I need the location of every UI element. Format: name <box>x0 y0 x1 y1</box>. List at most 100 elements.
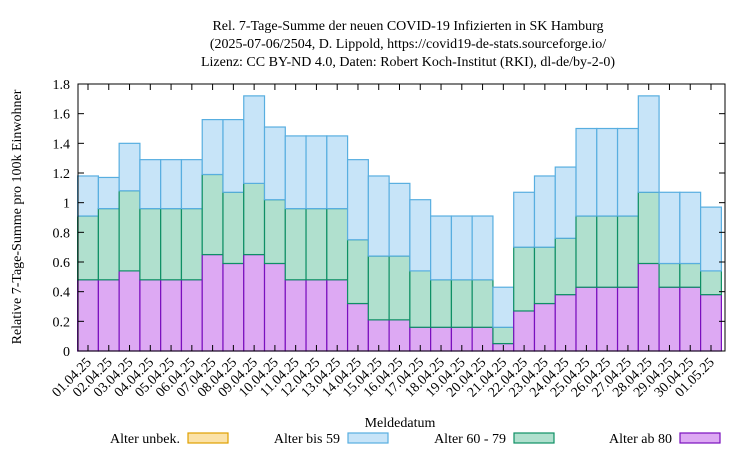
bar-alter-60-79-18 <box>450 279 473 328</box>
bar-alter-60-79-6 <box>201 173 224 256</box>
plot-frame <box>77 83 726 352</box>
y-tick-label-0: 0 <box>63 345 70 360</box>
bar-alter-60-79-29 <box>679 262 702 288</box>
axes-group <box>77 83 726 352</box>
bar-alter-bis-59-26 <box>616 127 639 217</box>
bar-alter-ab-80-26 <box>616 286 639 352</box>
bar-alter-60-79-16 <box>409 270 432 328</box>
legend-swatch-alter-bis-59 <box>347 432 389 444</box>
y-tick-label-6: 1.2 <box>53 167 71 182</box>
y-axis-label: Relative 7-Tage-Summe pro 100k Einwohner <box>10 89 25 344</box>
bar-alter-60-79-20 <box>492 326 515 345</box>
bar-alter-bis-59-28 <box>658 191 681 265</box>
bar-alter-bis-59-8 <box>243 95 266 184</box>
legend-swatch-alter-ab-80 <box>679 432 721 444</box>
bar-alter-bis-59-9 <box>263 126 286 201</box>
bar-alter-bis-59-29 <box>679 191 702 265</box>
bar-alter-bis-59-22 <box>533 175 556 248</box>
y-tick-label-1: 0.2 <box>53 315 71 330</box>
bar-alter-60-79-1 <box>97 208 120 281</box>
bar-alter-60-79-0 <box>77 215 99 281</box>
bar-alter-60-79-11 <box>305 208 328 281</box>
bar-alter-60-79-7 <box>222 191 245 265</box>
bar-alter-bis-59-30 <box>700 206 722 272</box>
bar-alter-bis-59-5 <box>180 159 203 210</box>
y-tick-label-9: 1.8 <box>53 78 71 93</box>
bar-alter-60-79-13 <box>346 239 369 305</box>
bar-alter-bis-59-17 <box>430 215 453 281</box>
bar-alter-ab-80-11 <box>305 279 328 352</box>
bar-alter-ab-80-13 <box>346 302 369 352</box>
bar-alter-ab-80-29 <box>679 286 702 352</box>
bar-alter-60-79-3 <box>139 208 162 281</box>
bar-alter-ab-80-12 <box>326 279 349 352</box>
bar-alter-60-79-10 <box>284 208 307 281</box>
title-line-1: Rel. 7-Tage-Summe der neuen COVID-19 Inf… <box>212 19 603 34</box>
y-tick-label-4: 0.8 <box>53 226 71 241</box>
bar-alter-bis-59-11 <box>305 135 328 210</box>
legend-label-alter-unbek-: Alter unbek. <box>110 432 180 447</box>
y-tick-label-7: 1.4 <box>53 137 71 152</box>
bar-alter-ab-80-28 <box>658 286 681 352</box>
bar-alter-60-79-2 <box>118 190 141 272</box>
bar-alter-60-79-30 <box>700 270 722 296</box>
legend-label-alter-60-79: Alter 60 - 79 <box>434 432 506 447</box>
bar-alter-bis-59-13 <box>346 159 369 241</box>
bars-group <box>77 95 722 352</box>
bar-alter-bis-59-1 <box>97 176 120 210</box>
bar-alter-60-79-24 <box>575 215 598 288</box>
bar-alter-60-79-5 <box>180 208 203 281</box>
bar-alter-ab-80-7 <box>222 262 245 352</box>
chart-title: Rel. 7-Tage-Summe der neuen COVID-19 Inf… <box>201 19 615 70</box>
bar-alter-60-79-28 <box>658 262 681 288</box>
bar-alter-60-79-15 <box>388 255 411 321</box>
bar-alter-60-79-23 <box>554 237 577 296</box>
bar-alter-ab-80-24 <box>575 286 598 352</box>
bar-alter-ab-80-22 <box>533 302 556 352</box>
bar-alter-bis-59-14 <box>367 175 390 257</box>
bar-alter-ab-80-8 <box>243 253 266 352</box>
bar-alter-60-79-12 <box>326 208 349 281</box>
bar-alter-ab-80-23 <box>554 294 577 352</box>
bar-alter-bis-59-2 <box>118 142 141 192</box>
bar-alter-bis-59-6 <box>201 118 224 176</box>
bar-alter-ab-80-27 <box>637 262 660 352</box>
y-tick-label-5: 1 <box>63 197 70 212</box>
y-tick-label-8: 1.6 <box>53 108 71 123</box>
bar-alter-bis-59-12 <box>326 135 349 210</box>
bar-alter-60-79-26 <box>616 215 639 288</box>
bar-alter-60-79-17 <box>430 279 453 328</box>
bar-alter-60-79-9 <box>263 199 286 265</box>
bar-alter-bis-59-0 <box>77 175 99 217</box>
bar-alter-bis-59-18 <box>450 215 473 281</box>
legend: Alter unbek. Alter bis 59 Alter 60 - 79 Alt… <box>110 432 721 447</box>
bar-alter-60-79-27 <box>637 191 660 265</box>
bar-alter-bis-59-23 <box>554 166 577 239</box>
bar-alter-60-79-21 <box>513 246 536 312</box>
bar-alter-60-79-22 <box>533 246 556 305</box>
bar-alter-ab-80-0 <box>77 279 99 352</box>
bar-alter-bis-59-7 <box>222 118 245 193</box>
title-line-2: (2025-07-06/2504, D. Lippold, https://co… <box>210 37 606 52</box>
bar-alter-bis-59-10 <box>284 135 307 210</box>
bar-alter-ab-80-25 <box>596 286 619 352</box>
bar-alter-ab-80-1 <box>97 279 120 352</box>
x-axis-label: Meldedatum <box>365 416 436 431</box>
bar-alter-ab-80-3 <box>139 279 162 352</box>
bar-alter-ab-80-4 <box>160 279 183 352</box>
bar-alter-60-79-14 <box>367 255 390 321</box>
bar-alter-ab-80-30 <box>700 294 722 352</box>
y-tick-label-3: 0.6 <box>53 256 71 271</box>
bar-alter-bis-59-21 <box>513 191 536 248</box>
bar-alter-ab-80-9 <box>263 262 286 352</box>
bar-alter-bis-59-3 <box>139 159 162 210</box>
title-line-3: Lizenz: CC BY-ND 4.0, Daten: Robert Koch… <box>201 55 615 70</box>
bar-alter-60-79-4 <box>160 208 183 281</box>
bar-alter-bis-59-19 <box>471 215 494 281</box>
legend-swatch-alter-60-79 <box>513 432 555 444</box>
bar-alter-bis-59-24 <box>575 127 598 217</box>
bar-alter-bis-59-15 <box>388 182 411 257</box>
legend-label-alter-ab-80: Alter ab 80 <box>609 432 672 447</box>
bar-alter-60-79-19 <box>471 279 494 328</box>
bar-alter-bis-59-20 <box>492 286 515 328</box>
